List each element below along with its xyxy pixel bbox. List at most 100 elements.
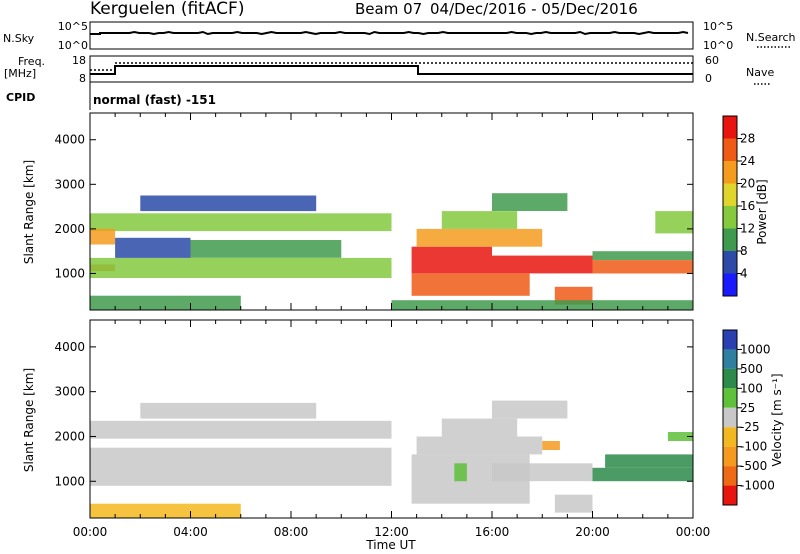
power-colorbar-swatch xyxy=(723,273,737,296)
velocity-panel: 1000 2000 3000 4000 Slant Range [km] xyxy=(22,319,694,519)
power-region xyxy=(492,255,593,274)
velocity-region xyxy=(605,454,693,468)
nsky-frame xyxy=(89,21,694,50)
time-tick-label: 12:00 xyxy=(374,525,409,539)
power-colorbar-swatch xyxy=(723,161,737,184)
power-ytick-label: 2000 xyxy=(54,222,85,236)
nsky-tick-top: 10^5 xyxy=(58,20,88,33)
power-colorbar-ticks: 28 24 20 16 12 8 4 xyxy=(737,132,755,281)
time-tick-label: 00:00 xyxy=(676,525,711,539)
power-region xyxy=(655,211,693,234)
velocity-colorbar: 1000 500 100 25 -25 -100 -500 -1000 Velocity [m… xyxy=(722,329,784,506)
velocity-ylabel: Slant Range [km] xyxy=(22,368,36,472)
time-axis-labels: 00:00 04:00 08:00 12:00 16:00 20:00 00:00 xyxy=(73,525,711,539)
velocity-region xyxy=(492,463,593,482)
velocity-colorbar-tick-label: -500 xyxy=(740,459,767,473)
velocity-colorbar-swatch xyxy=(723,446,737,467)
power-colorbar-tick-label: 28 xyxy=(740,132,755,146)
velocity-colorbar-frame xyxy=(722,329,738,506)
power-region xyxy=(140,195,317,212)
velocity-colorbar-swatch xyxy=(723,388,737,408)
power-region xyxy=(90,213,392,232)
nsearch-tick-top: 10^5 xyxy=(703,20,733,33)
freq-tick-bottom: 8 xyxy=(79,72,86,85)
nave-trace xyxy=(90,62,693,71)
beam-label: Beam 07 xyxy=(355,0,422,18)
power-region xyxy=(90,228,116,245)
freq-frame xyxy=(89,55,694,83)
power-region xyxy=(441,211,518,229)
nsky-panel: N.Sky 10^5 10^0 10^5 10^0 N.Search xyxy=(3,20,796,52)
power-region xyxy=(592,251,693,261)
power-region xyxy=(391,300,693,310)
nsky-label: N.Sky xyxy=(3,32,35,45)
power-colorbar-tick-label: 24 xyxy=(740,154,755,168)
velocity-colorbar-swatch xyxy=(723,330,737,350)
velocity-region xyxy=(542,441,560,450)
power-colorbar-tick-label: 8 xyxy=(740,244,748,258)
time-tick-label: 00:00 xyxy=(73,525,108,539)
velocity-colorbar-tick-label: 100 xyxy=(740,381,763,395)
nave-tick-bottom: 0 xyxy=(705,72,712,85)
velocity-region xyxy=(454,463,467,482)
cpid-text: normal (fast) -151 xyxy=(93,93,216,107)
velocity-xticks xyxy=(89,320,694,518)
velocity-region xyxy=(667,432,693,441)
velocity-colorbar-swatch xyxy=(723,485,737,505)
freq-trace xyxy=(90,65,693,75)
nave-label: Nave xyxy=(746,66,774,79)
power-colorbar-cells xyxy=(723,116,737,296)
power-region xyxy=(190,240,342,258)
velocity-colorbar-tick-label: 1000 xyxy=(740,342,771,356)
time-tick-label: 04:00 xyxy=(173,525,208,539)
power-region xyxy=(411,273,530,296)
nsky-tick-bottom: 10^0 xyxy=(58,39,88,52)
velocity-region xyxy=(416,436,543,455)
power-colorbar-swatch xyxy=(723,251,737,274)
power-colorbar-tick-label: 12 xyxy=(740,222,755,236)
power-ylabel: Slant Range [km] xyxy=(22,160,36,264)
velocity-region xyxy=(90,420,392,439)
power-frame xyxy=(89,112,694,311)
power-colorbar-swatch xyxy=(723,183,737,206)
power-colorbar-swatch xyxy=(723,206,737,229)
power-xticks xyxy=(89,113,694,310)
time-tick-label: 16:00 xyxy=(475,525,510,539)
velocity-frame xyxy=(89,319,694,519)
nsearch-label: N.Search xyxy=(746,31,796,44)
velocity-colorbar-tick-label: -1000 xyxy=(740,479,775,493)
velocity-colorbar-swatch xyxy=(723,407,737,428)
power-ytick-label: 1000 xyxy=(54,266,85,280)
power-region xyxy=(90,257,392,278)
freq-panel: Freq. [MHz] 18 8 60 0 Nave xyxy=(4,54,774,85)
power-region xyxy=(492,193,568,211)
velocity-region xyxy=(554,494,593,513)
freq-unit: [MHz] xyxy=(4,67,36,80)
power-ytick-label: 3000 xyxy=(54,177,85,191)
cpid-panel: CPID normal (fast) -151 xyxy=(6,82,216,110)
velocity-colorbar-tick-label: 500 xyxy=(740,362,763,376)
velocity-ytick-label: 3000 xyxy=(54,385,85,399)
time-tick-label: 08:00 xyxy=(274,525,309,539)
power-colorbar-swatch xyxy=(723,138,737,161)
velocity-region xyxy=(441,418,518,437)
power-heatmap xyxy=(90,193,693,310)
velocity-region xyxy=(592,467,693,482)
station-title: Kerguelen (fitACF) xyxy=(90,0,244,19)
velocity-colorbar-tick-label: -25 xyxy=(740,420,760,434)
velocity-colorbar-swatch xyxy=(723,466,737,486)
freq-label: Freq. xyxy=(18,55,45,68)
power-colorbar-swatch xyxy=(723,228,737,251)
velocity-ytick-label: 4000 xyxy=(54,340,85,354)
power-region xyxy=(90,295,241,310)
velocity-region xyxy=(90,503,241,518)
velocity-colorbar-tick-label: 25 xyxy=(740,401,755,415)
power-colorbar: 28 24 20 16 12 8 4 Power [dB] xyxy=(722,115,769,297)
velocity-colorbar-swatch xyxy=(723,427,737,447)
velocity-ytick-label: 1000 xyxy=(54,474,85,488)
power-panel: 1000 2000 3000 4000 Slant Range [km] xyxy=(22,112,694,311)
velocity-colorbar-ticks: 1000 500 100 25 -25 -100 -500 -1000 xyxy=(737,342,775,493)
velocity-heatmap xyxy=(90,400,693,518)
velocity-yticks: 1000 2000 3000 4000 xyxy=(54,340,693,488)
